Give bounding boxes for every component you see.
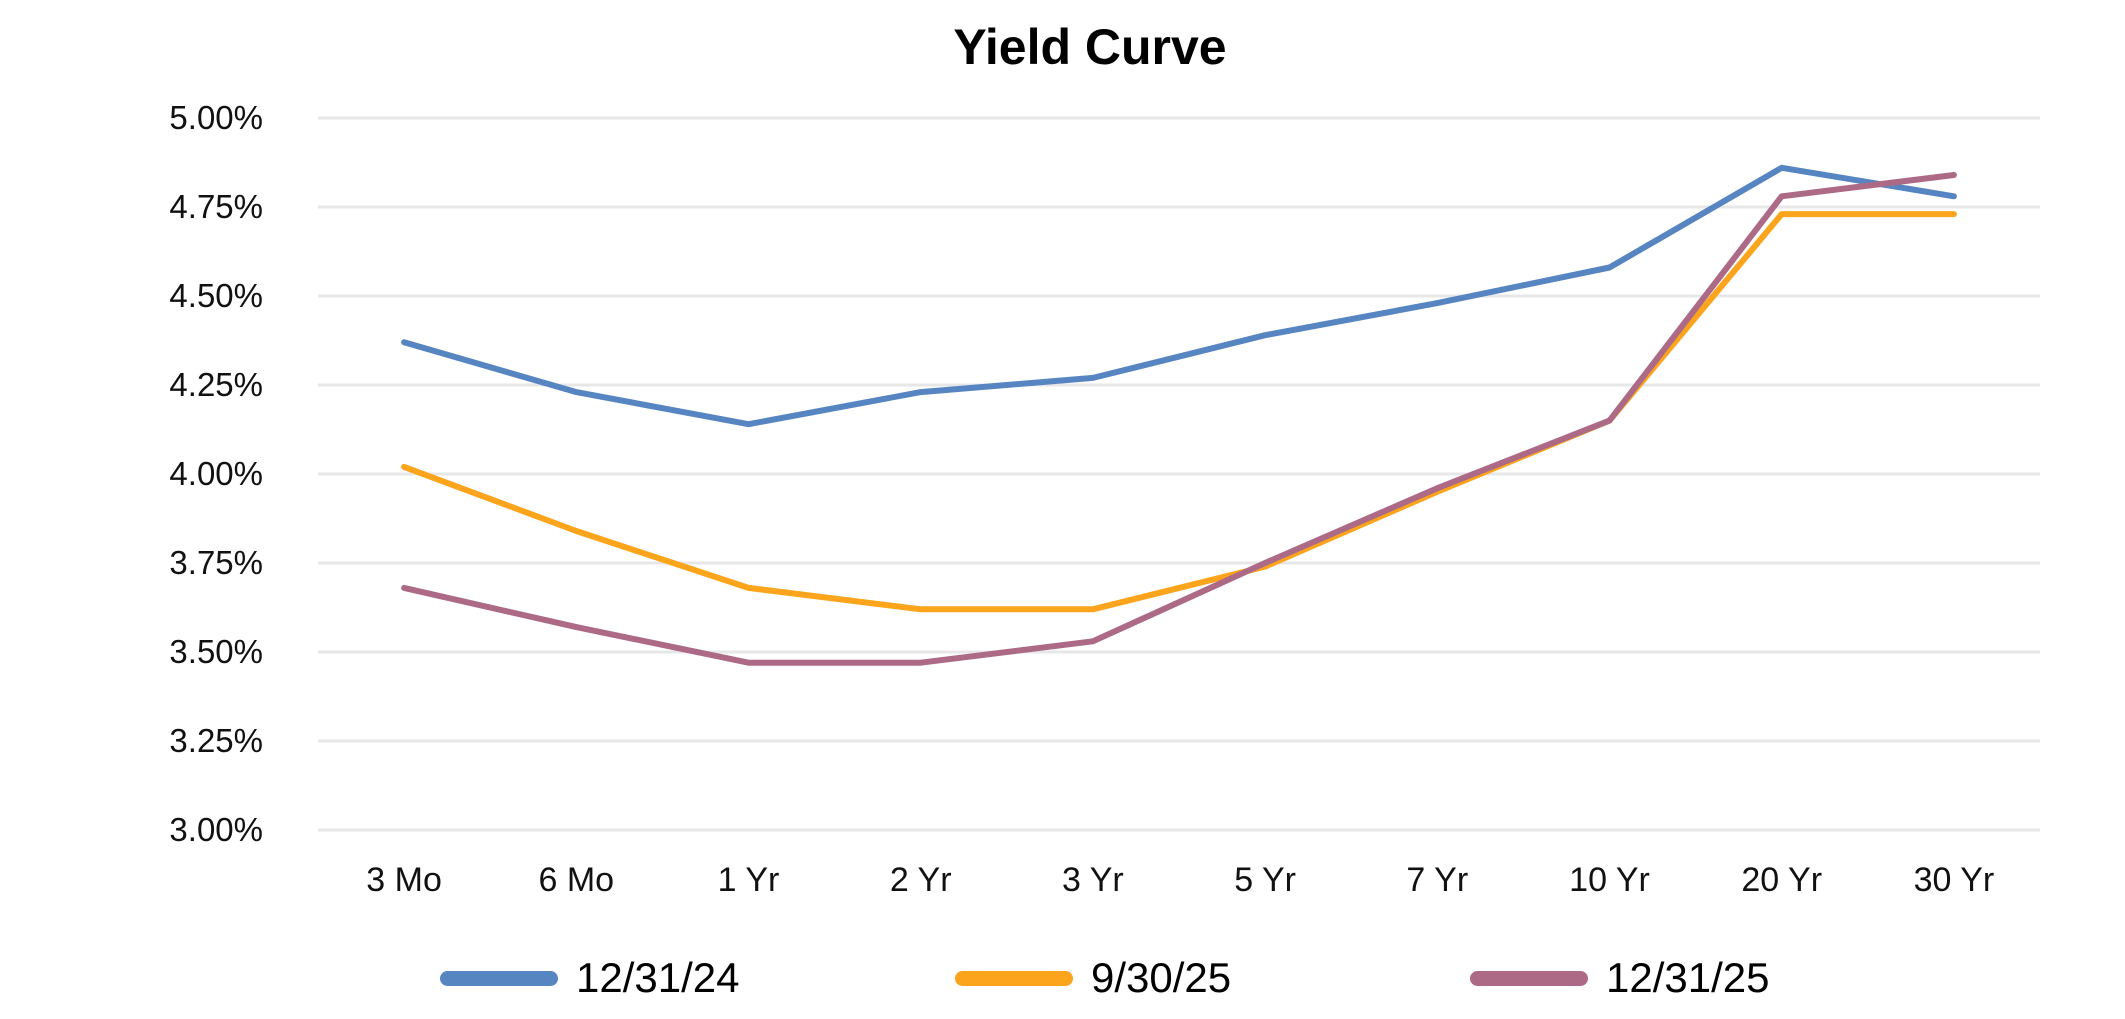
y-tick-label: 4.00% [169, 455, 263, 492]
series-line-12-31-24[interactable] [401, 164, 1957, 428]
series-line-12-31-25[interactable] [401, 172, 1957, 666]
x-tick-label: 7 Yr [1406, 861, 1469, 899]
legend-label: 12/31/25 [1606, 954, 1770, 1001]
x-tick-label: 10 Yr [1569, 861, 1650, 899]
legend-swatch-12-31-25 [1470, 970, 1588, 986]
y-tick-label: 4.75% [169, 188, 263, 225]
chart-title: Yield Curve [953, 19, 1227, 75]
y-tick-label: 3.50% [169, 633, 263, 670]
x-tick-label: 30 Yr [1913, 861, 1995, 899]
x-tick-label: 6 Mo [538, 861, 615, 899]
x-tick-label: 5 Yr [1234, 861, 1296, 899]
series-line-9-30-25[interactable] [401, 211, 1957, 613]
x-tick-label: 20 Yr [1741, 861, 1823, 899]
y-tick-label: 3.75% [169, 544, 263, 581]
legend-item-12-31-24[interactable]: 12/31/24 [440, 954, 740, 1002]
y-tick-label: 3.00% [169, 811, 263, 848]
legend-item-12-31-25[interactable]: 12/31/25 [1470, 954, 1770, 1002]
legend-swatch-12-31-24 [440, 970, 558, 986]
legend-label: 12/31/24 [576, 954, 740, 1001]
legend-item-9-30-25[interactable]: 9/30/25 [955, 954, 1231, 1002]
y-tick-label: 5.00% [169, 99, 263, 136]
y-tick-label: 4.50% [169, 277, 263, 314]
y-tick-label: 3.25% [169, 722, 263, 759]
legend-label: 9/30/25 [1091, 954, 1232, 1001]
y-tick-label: 4.25% [169, 366, 263, 403]
legend-swatch-9-30-25 [955, 970, 1073, 986]
x-tick-label: 2 Yr [889, 861, 952, 899]
x-tick-label: 1 Yr [717, 861, 780, 899]
x-tick-label: 3 Yr [1062, 861, 1124, 899]
x-tick-label: 3 Mo [366, 861, 442, 899]
